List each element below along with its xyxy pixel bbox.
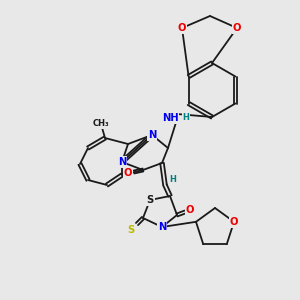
Text: N: N bbox=[148, 130, 156, 140]
Text: S: S bbox=[128, 225, 135, 235]
Text: O: O bbox=[178, 23, 186, 33]
Text: N: N bbox=[118, 157, 126, 167]
Text: O: O bbox=[186, 205, 194, 215]
Text: O: O bbox=[124, 168, 132, 178]
Text: N: N bbox=[158, 222, 166, 232]
Text: CH₃: CH₃ bbox=[93, 119, 109, 128]
Text: H: H bbox=[183, 113, 189, 122]
Text: H: H bbox=[169, 176, 176, 184]
Text: O: O bbox=[233, 23, 241, 33]
Text: O: O bbox=[230, 217, 238, 227]
Text: S: S bbox=[146, 195, 154, 205]
Text: NH: NH bbox=[162, 113, 178, 123]
